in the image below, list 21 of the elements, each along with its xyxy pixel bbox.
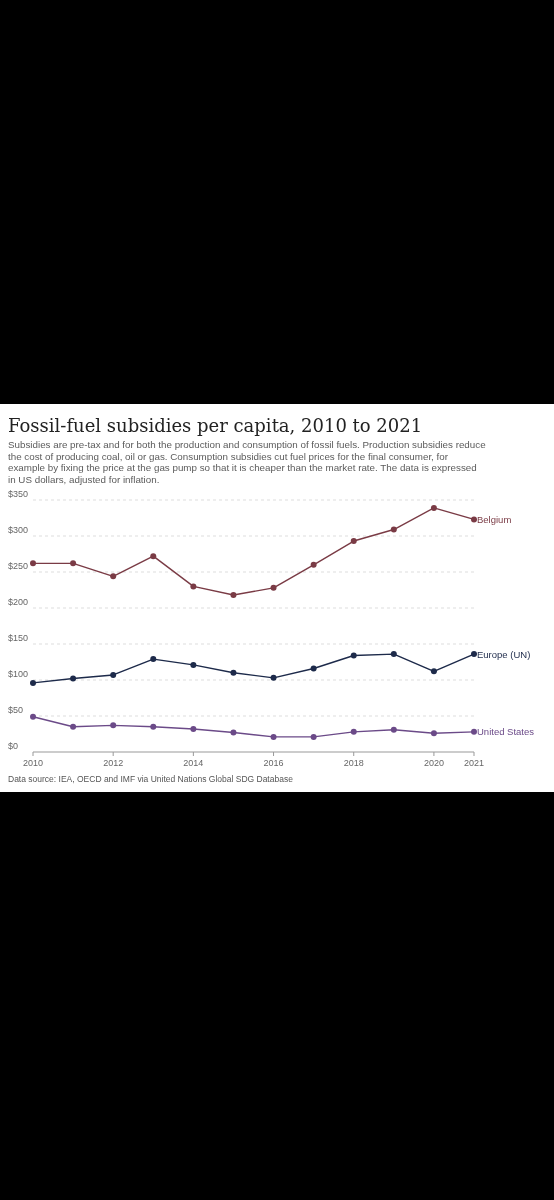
y-tick-label: $0 (8, 741, 19, 751)
series-label: Belgium (477, 513, 512, 525)
y-tick-label: $200 (8, 597, 29, 607)
chart-title: Fossil-fuel subsidies per capita, 2010 to 2021 (8, 415, 423, 436)
x-tick-label: 2014 (183, 758, 204, 768)
y-tick-label: $100 (8, 669, 29, 679)
x-tick-label: 2012 (103, 758, 124, 768)
x-tick-label: 2016 (263, 758, 284, 768)
x-tick-label: 2021 (463, 758, 485, 768)
x-tick-label: 2018 (343, 758, 364, 768)
series-label: United States (477, 726, 535, 738)
y-tick-label: $300 (8, 525, 29, 535)
x-tick-label: 2010 (22, 758, 44, 768)
y-tick-label: $150 (8, 633, 29, 643)
y-tick-label: $350 (8, 489, 29, 499)
series-label: Europe (UN) (477, 648, 531, 660)
x-tick-label: 2020 (423, 758, 444, 768)
source-note: Data source: IEA, OECD and IMF via United Nations Global SDG Database (8, 774, 294, 784)
y-tick-label: $250 (8, 561, 29, 571)
y-tick-label: $50 (8, 705, 24, 715)
chart-subtitle: Subsidies are pre-tax and for both the production and consumption of fossil fuels. Production subsidies reduce the cost of producing coal, oil or gas. Consumption subsidies cut fuel prices for the final consumer, for example by fixing the price at the gas pump so that it is cheaper than the market rate. The data is expressed in US dollars, adjusted for inflation. (8, 439, 487, 485)
